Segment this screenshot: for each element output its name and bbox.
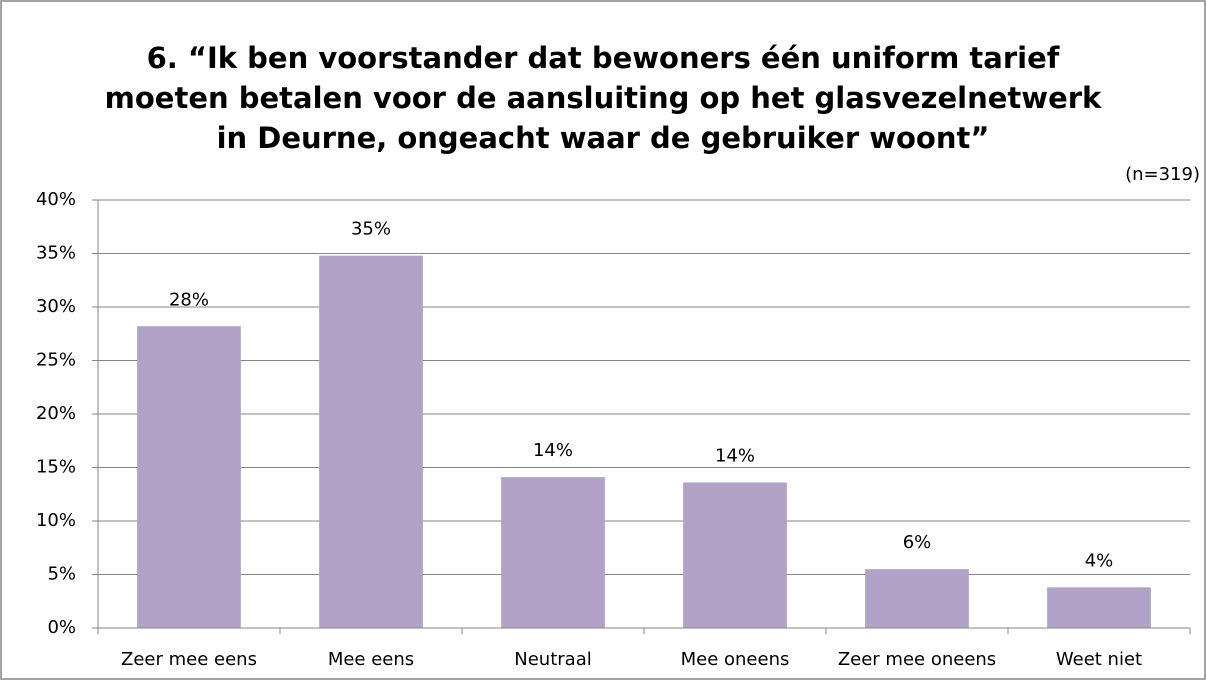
- x-tick-label: Mee eens: [328, 649, 414, 670]
- bar: [865, 569, 969, 628]
- chart-title: 6. “Ik ben voorstander dat bewoners één …: [147, 41, 1060, 75]
- x-tick-label: Neutraal: [514, 649, 591, 670]
- data-label: 35%: [351, 219, 391, 240]
- y-tick-label: 25%: [36, 350, 76, 371]
- x-tick-label: Zeer mee eens: [121, 649, 257, 670]
- y-tick-label: 5%: [47, 564, 76, 585]
- y-tick-label: 40%: [36, 189, 76, 210]
- data-label: 14%: [715, 445, 755, 466]
- data-label: 6%: [903, 532, 932, 553]
- sample-size: (n=319): [1125, 164, 1200, 185]
- bar: [319, 255, 423, 628]
- data-label: 4%: [1085, 550, 1114, 571]
- y-tick-label: 0%: [47, 617, 76, 638]
- x-tick-label: Mee oneens: [681, 649, 790, 670]
- y-tick-label: 20%: [36, 403, 76, 424]
- x-tick-label: Zeer mee oneens: [838, 649, 996, 670]
- bar: [1047, 587, 1151, 628]
- bar: [137, 326, 241, 628]
- x-tick-label: Weet niet: [1056, 649, 1142, 670]
- data-label: 28%: [169, 289, 209, 310]
- bar: [501, 477, 605, 628]
- chart-title: in Deurne, ongeacht waar de gebruiker wo…: [217, 121, 990, 155]
- y-tick-label: 30%: [36, 296, 76, 317]
- chart-title: moeten betalen voor de aansluiting op he…: [105, 81, 1102, 115]
- y-tick-label: 15%: [36, 457, 76, 478]
- data-label: 14%: [533, 440, 573, 461]
- bar: [683, 482, 787, 628]
- y-tick-label: 35%: [36, 243, 76, 264]
- y-tick-label: 10%: [36, 510, 76, 531]
